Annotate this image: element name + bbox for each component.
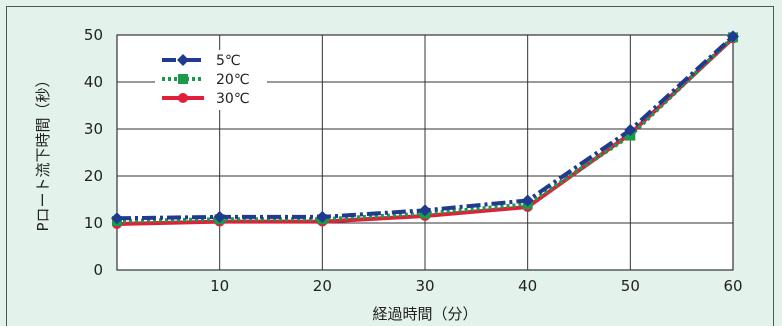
legend-label: 5℃ xyxy=(216,53,241,69)
data-point xyxy=(316,210,329,223)
y-axis-label: Pロート流下時間（秒） xyxy=(34,72,52,231)
data-point xyxy=(727,30,739,43)
legend-label: 20℃ xyxy=(216,72,250,88)
data-point xyxy=(624,123,637,136)
data-point xyxy=(178,74,188,84)
x-tick-label: 50 xyxy=(621,277,640,295)
x-axis-label: 経過時間（分） xyxy=(372,305,477,323)
data-point xyxy=(213,210,226,223)
data-point xyxy=(419,204,431,217)
x-tick-label: 60 xyxy=(723,277,742,295)
legend: 5℃ 20℃ 30℃ xyxy=(155,50,267,110)
legend-label: 30℃ xyxy=(216,91,250,107)
x-tick-label: 10 xyxy=(210,277,229,295)
data-point xyxy=(111,212,123,225)
x-tick-label: 40 xyxy=(518,277,537,295)
y-tick-label: 30 xyxy=(84,120,103,138)
data-point xyxy=(521,194,534,207)
y-tick-label: 10 xyxy=(84,214,103,232)
x-tick-labels: 10 20 30 40 50 60 xyxy=(210,277,742,295)
y-tick-label: 0 xyxy=(93,261,103,279)
data-point xyxy=(177,54,189,66)
x-tick-label: 30 xyxy=(415,277,434,295)
y-tick-labels: 0 10 20 30 40 50 xyxy=(84,26,103,279)
series-lines xyxy=(111,30,739,229)
y-tick-label: 20 xyxy=(84,167,103,185)
data-point xyxy=(178,93,188,103)
y-tick-label: 50 xyxy=(84,26,103,44)
y-tick-label: 40 xyxy=(84,73,103,91)
x-tick-label: 20 xyxy=(313,277,332,295)
